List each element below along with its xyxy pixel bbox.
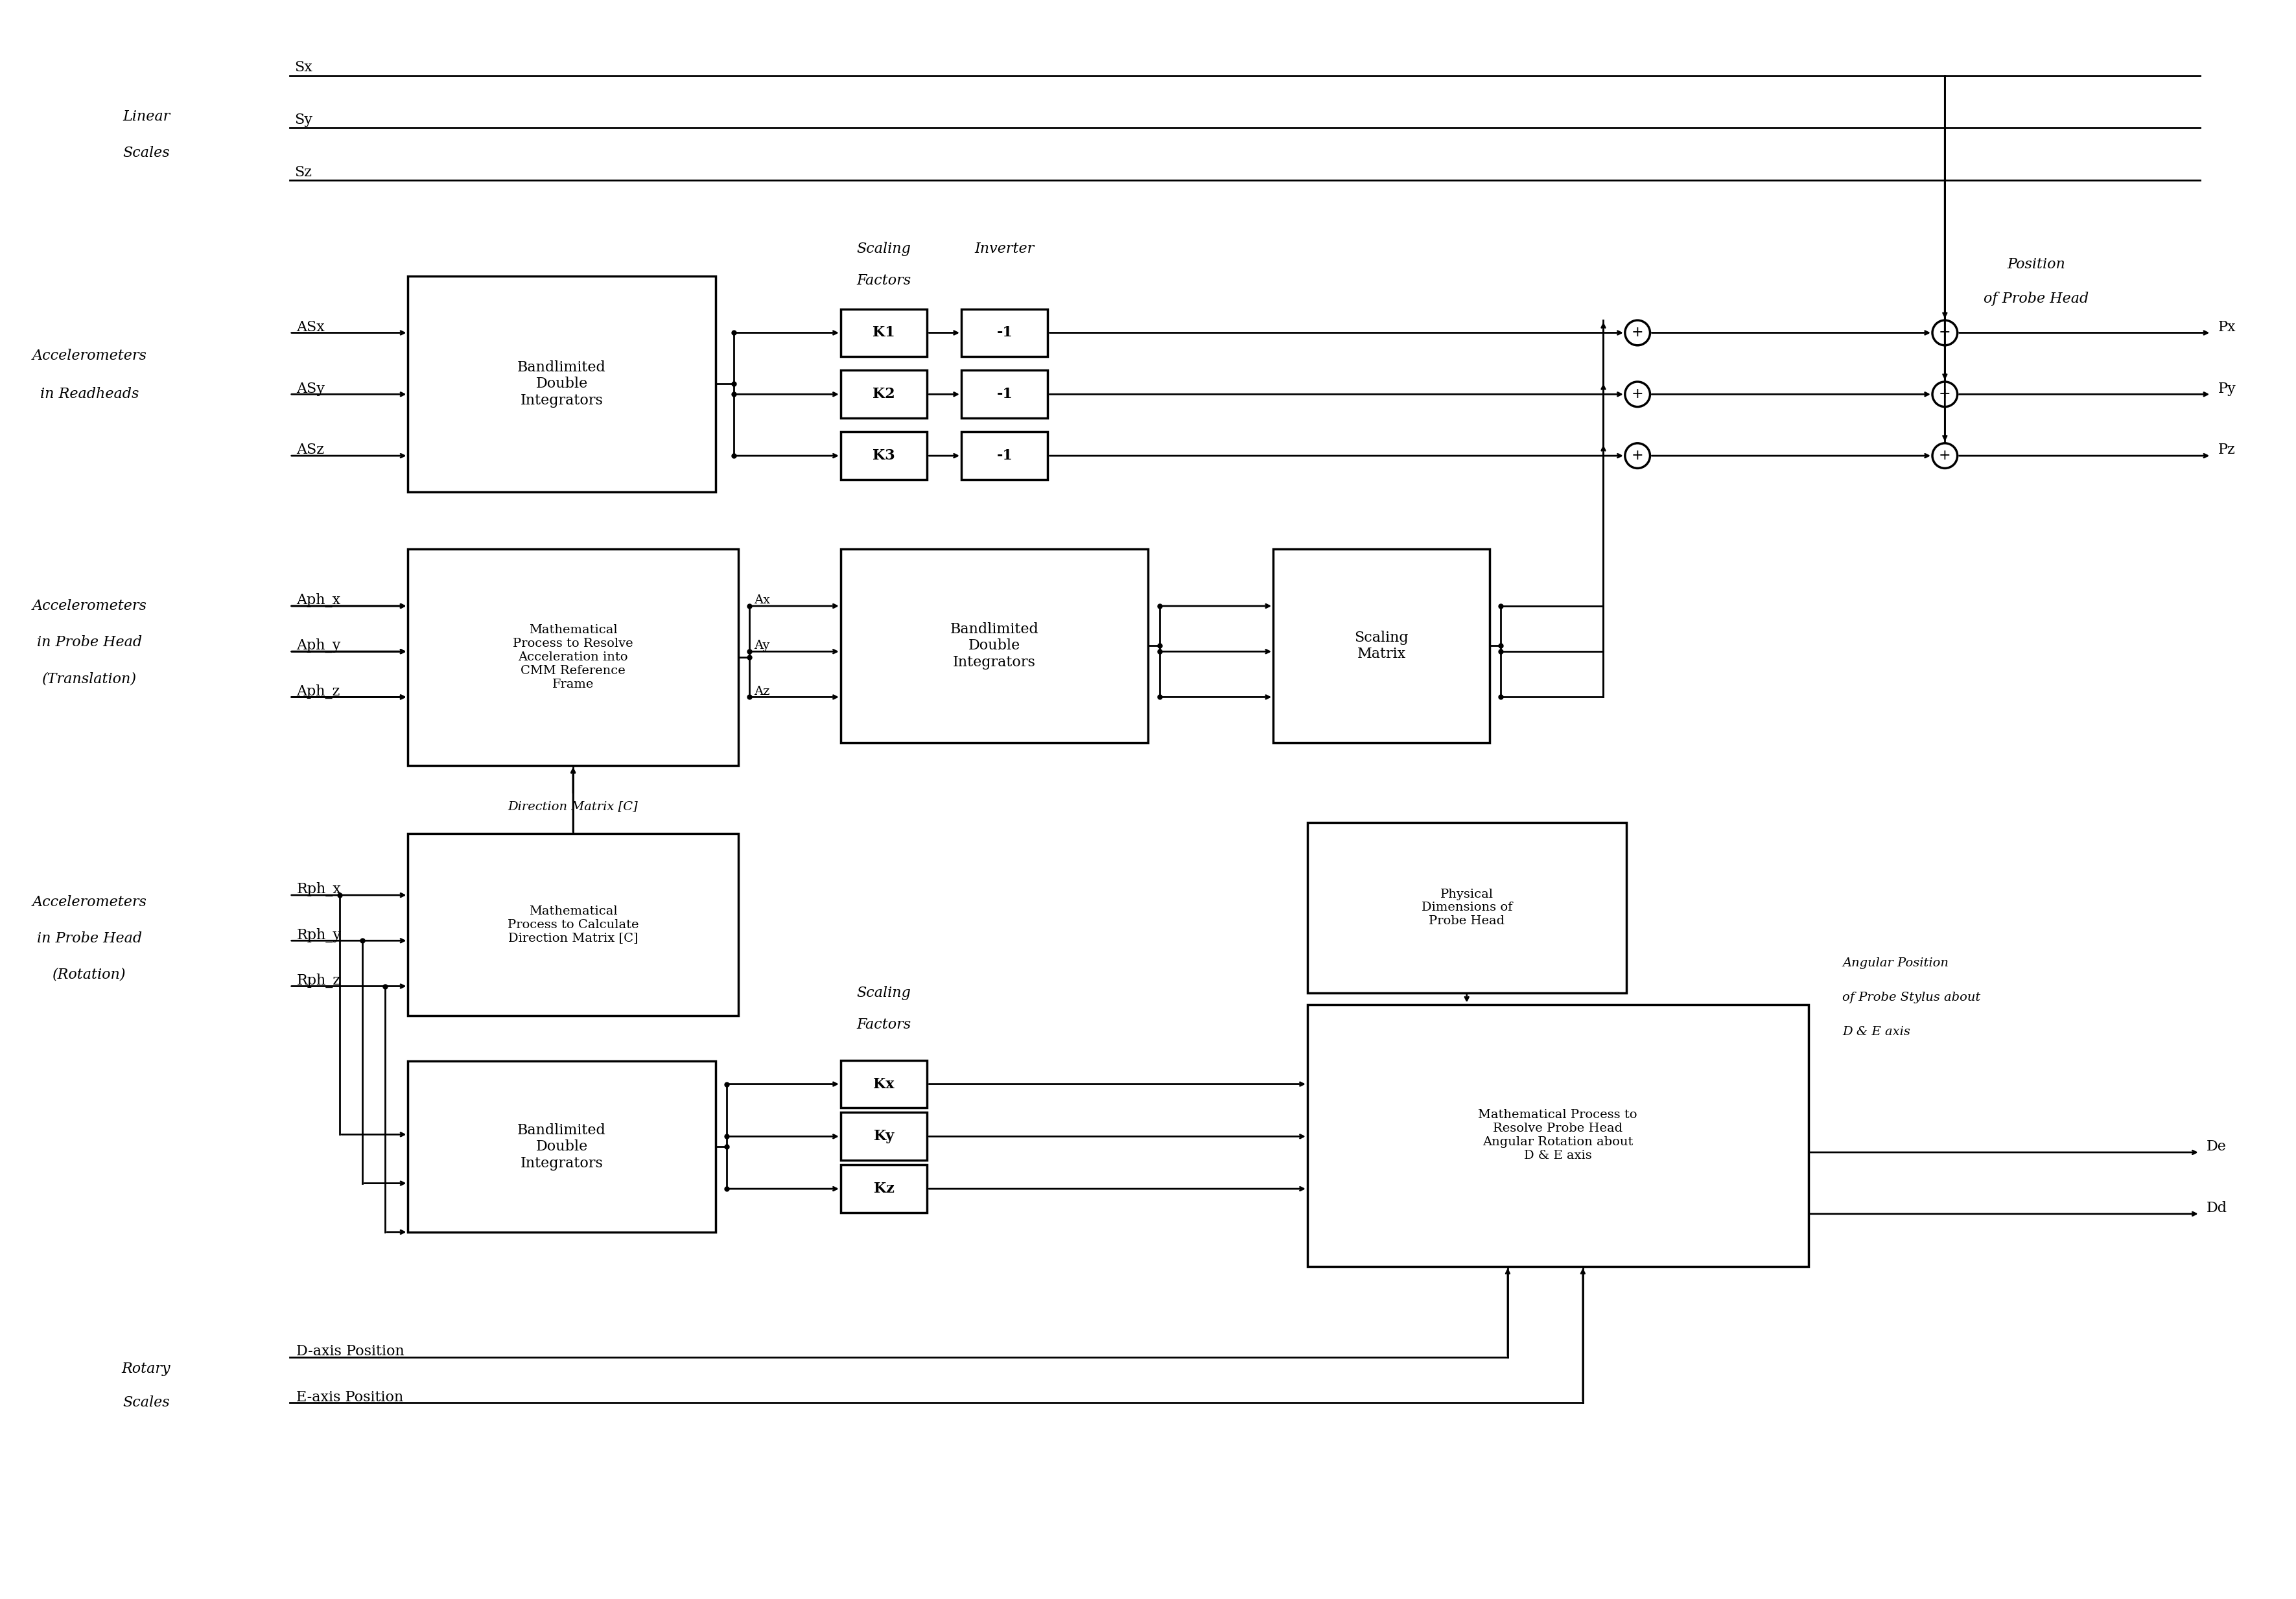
Text: -1: -1 — [996, 449, 1013, 462]
Text: Mathematical
Process to Calculate
Direction Matrix [C]: Mathematical Process to Calculate Direct… — [507, 905, 638, 943]
Text: -1: -1 — [996, 326, 1013, 341]
Text: Linear: Linear — [122, 109, 170, 123]
Text: Px: Px — [2218, 320, 2236, 334]
Text: K3: K3 — [872, 449, 895, 462]
Text: Sx: Sx — [294, 61, 312, 75]
Bar — [840, 1113, 928, 1161]
Bar — [840, 548, 1148, 742]
Text: Accelerometers: Accelerometers — [32, 349, 147, 363]
Bar — [409, 1062, 716, 1233]
Text: E-axis Position: E-axis Position — [296, 1390, 404, 1404]
Text: Factors: Factors — [856, 273, 912, 288]
Text: Ay: Ay — [753, 640, 769, 652]
Text: ASy: ASy — [296, 382, 326, 395]
Text: Ax: Ax — [753, 595, 771, 606]
Text: Accelerometers: Accelerometers — [32, 600, 147, 612]
Text: Rph_z: Rph_z — [296, 974, 340, 988]
Circle shape — [1626, 382, 1651, 406]
Text: D-axis Position: D-axis Position — [296, 1345, 404, 1359]
Text: (Rotation): (Rotation) — [53, 967, 126, 982]
Circle shape — [1626, 443, 1651, 469]
Text: Scaling: Scaling — [856, 987, 912, 999]
Text: Scaling: Scaling — [856, 241, 912, 256]
Text: +: + — [1938, 449, 1952, 462]
Circle shape — [1933, 382, 1958, 406]
Text: Ky: Ky — [875, 1129, 893, 1143]
Text: De: De — [2206, 1140, 2227, 1154]
Text: +: + — [1938, 326, 1952, 341]
Text: Rotary: Rotary — [122, 1361, 170, 1375]
Text: Mathematical
Process to Resolve
Acceleration into
CMM Reference
Frame: Mathematical Process to Resolve Accelera… — [512, 625, 634, 691]
Text: in Readheads: in Readheads — [39, 387, 138, 401]
Bar — [962, 309, 1047, 357]
Text: Factors: Factors — [856, 1017, 912, 1031]
Text: Pz: Pz — [2218, 443, 2236, 457]
Text: Scales: Scales — [122, 146, 170, 160]
Text: +: + — [1938, 387, 1952, 401]
Text: Accelerometers: Accelerometers — [32, 895, 147, 910]
Text: +: + — [1632, 326, 1644, 341]
Text: +: + — [1632, 387, 1644, 401]
Text: Bandlimited
Double
Integrators: Bandlimited Double Integrators — [517, 360, 606, 408]
Text: Bandlimited
Double
Integrators: Bandlimited Double Integrators — [517, 1122, 606, 1170]
Text: of Probe Head: of Probe Head — [1984, 291, 2089, 305]
Text: Py: Py — [2218, 382, 2236, 395]
Text: Sy: Sy — [294, 114, 312, 126]
Bar — [840, 432, 928, 480]
Bar — [840, 1166, 928, 1212]
Text: Sz: Sz — [294, 165, 312, 179]
Text: Mathematical Process to
Resolve Probe Head
Angular Rotation about
D & E axis: Mathematical Process to Resolve Probe He… — [1479, 1110, 1637, 1161]
Text: Direction Matrix [C]: Direction Matrix [C] — [507, 801, 638, 812]
Text: Aph_y: Aph_y — [296, 638, 340, 652]
Text: Kx: Kx — [872, 1078, 895, 1091]
Text: Scales: Scales — [122, 1396, 170, 1410]
Text: Physical
Dimensions of
Probe Head: Physical Dimensions of Probe Head — [1421, 889, 1513, 927]
Bar — [409, 277, 716, 492]
Bar — [409, 833, 739, 1015]
Text: Scaling
Matrix: Scaling Matrix — [1355, 630, 1407, 662]
Text: Aph_x: Aph_x — [296, 593, 340, 608]
Circle shape — [1933, 320, 1958, 345]
Text: Position: Position — [2007, 257, 2064, 272]
Text: Kz: Kz — [872, 1182, 893, 1196]
Text: -1: -1 — [996, 387, 1013, 401]
Bar — [1274, 548, 1490, 742]
Text: Bandlimited
Double
Integrators: Bandlimited Double Integrators — [951, 622, 1038, 670]
Text: (Translation): (Translation) — [41, 672, 135, 686]
Bar — [840, 1060, 928, 1108]
Text: ASx: ASx — [296, 320, 324, 334]
Bar — [840, 371, 928, 419]
Text: in Probe Head: in Probe Head — [37, 635, 142, 649]
Text: in Probe Head: in Probe Head — [37, 931, 142, 945]
Bar — [840, 309, 928, 357]
Text: of Probe Stylus about: of Probe Stylus about — [1841, 991, 1981, 1004]
Text: +: + — [1632, 449, 1644, 462]
Circle shape — [1933, 443, 1958, 469]
Text: Aph_z: Aph_z — [296, 684, 340, 699]
Text: ASz: ASz — [296, 443, 324, 457]
Bar — [1306, 822, 1626, 993]
Bar — [1306, 1004, 1809, 1266]
Bar — [409, 548, 739, 766]
Text: K1: K1 — [872, 326, 895, 341]
Bar — [962, 371, 1047, 419]
Circle shape — [1626, 320, 1651, 345]
Bar — [962, 432, 1047, 480]
Text: Dd: Dd — [2206, 1201, 2227, 1215]
Text: D & E axis: D & E axis — [1841, 1027, 1910, 1038]
Text: K2: K2 — [872, 387, 895, 401]
Text: Angular Position: Angular Position — [1841, 958, 1949, 969]
Text: Az: Az — [753, 686, 769, 697]
Text: Inverter: Inverter — [976, 241, 1035, 256]
Text: Rph_x: Rph_x — [296, 883, 342, 897]
Text: Rph_y: Rph_y — [296, 927, 342, 942]
